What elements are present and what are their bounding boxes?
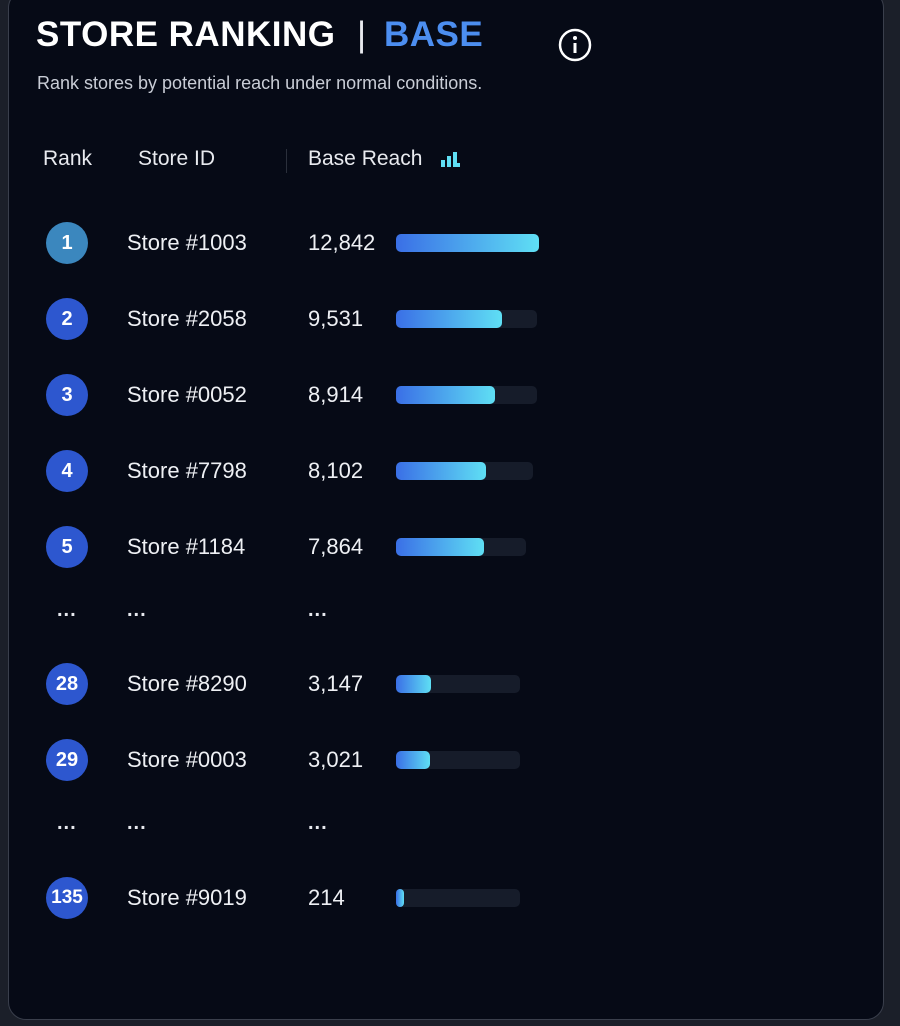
sort-icon[interactable] [440, 151, 462, 169]
reach-bar [396, 386, 496, 404]
store-id: Store #1184 [127, 534, 246, 559]
reach-bar [396, 675, 432, 693]
reach-value: 12,842 [308, 230, 376, 255]
reach-value: 8,102 [308, 458, 364, 483]
reach-bar [396, 889, 404, 907]
store-id: Store #0003 [127, 747, 247, 772]
ellipsis: ... [57, 812, 77, 835]
mode-label: BASE [384, 15, 484, 54]
reach-bar [396, 310, 503, 328]
ellipsis: ... [127, 599, 147, 622]
column-divider [286, 149, 287, 173]
reach-value: 7,864 [308, 534, 364, 559]
rank-badge: 28 [46, 663, 88, 705]
ranking-card: STORE RANKING | BASE Rank stores by pote… [8, 0, 884, 1020]
reach-value: 8,914 [308, 382, 364, 407]
store-id: Store #2058 [127, 306, 247, 331]
rank-badge: 4 [46, 450, 88, 492]
reach-bar [396, 538, 484, 556]
title-separator: | [357, 15, 367, 54]
store-id: Store #8290 [127, 671, 247, 696]
rank-badge: 5 [46, 526, 88, 568]
reach-bar [396, 462, 487, 480]
rank-badge: 3 [46, 374, 88, 416]
rank-badge: 135 [46, 877, 88, 919]
store-id: Store #7798 [127, 458, 247, 483]
reach-bar [396, 234, 539, 252]
bar-track [396, 889, 520, 907]
info-icon[interactable] [557, 27, 593, 63]
reach-bar [396, 751, 430, 769]
reach-value: 214 [308, 885, 345, 910]
store-id: Store #9019 [127, 885, 247, 910]
reach-value: 3,147 [308, 671, 364, 696]
rank-badge: 29 [46, 739, 88, 781]
column-header: Rank [43, 147, 93, 170]
ellipsis: ... [57, 599, 77, 622]
ellipsis: ... [308, 812, 328, 835]
rank-badge: 1 [46, 222, 88, 264]
store-id: Store #1003 [127, 230, 247, 255]
store-id: Store #0052 [127, 382, 247, 407]
reach-value: 3,021 [308, 747, 364, 772]
ellipsis: ... [308, 599, 328, 622]
title: STORE RANKING [36, 15, 336, 54]
description: Rank stores by potential reach under nor… [37, 73, 483, 93]
reach-value: 9,531 [308, 306, 364, 331]
ellipsis: ... [127, 812, 147, 835]
column-header: Base Reach [308, 147, 423, 170]
rank-badge: 2 [46, 298, 88, 340]
column-header: Store ID [138, 147, 216, 170]
